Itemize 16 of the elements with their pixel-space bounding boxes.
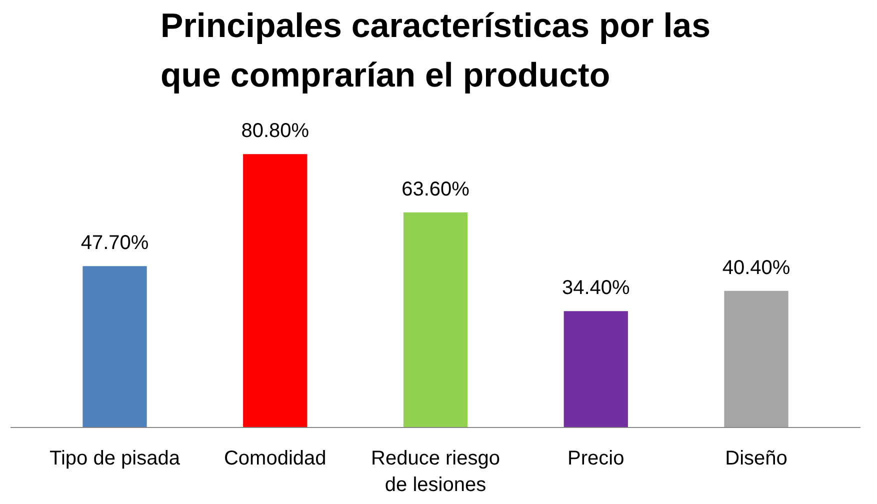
data-label: 80.80%: [241, 120, 310, 142]
bar: [724, 290, 788, 428]
x-tick-label: Comodidad: [224, 448, 326, 470]
x-tick-label: Diseño: [725, 448, 788, 470]
x-tick-label: Reduce riesgo de lesiones: [371, 448, 500, 496]
bar: [243, 154, 308, 428]
x-tick-label: Tipo de pisada: [50, 448, 181, 470]
data-label: 63.60%: [402, 178, 470, 200]
data-label: 40.40%: [722, 256, 790, 279]
chart-title: Principales características por las que comprarían el producto: [160, 7, 710, 94]
bar: [82, 266, 147, 428]
x-tick-label: Precio: [568, 448, 624, 470]
bar: [564, 311, 628, 428]
data-label: 34.40%: [562, 277, 630, 300]
data-label: 47.70%: [80, 232, 149, 254]
bar: [403, 212, 468, 428]
